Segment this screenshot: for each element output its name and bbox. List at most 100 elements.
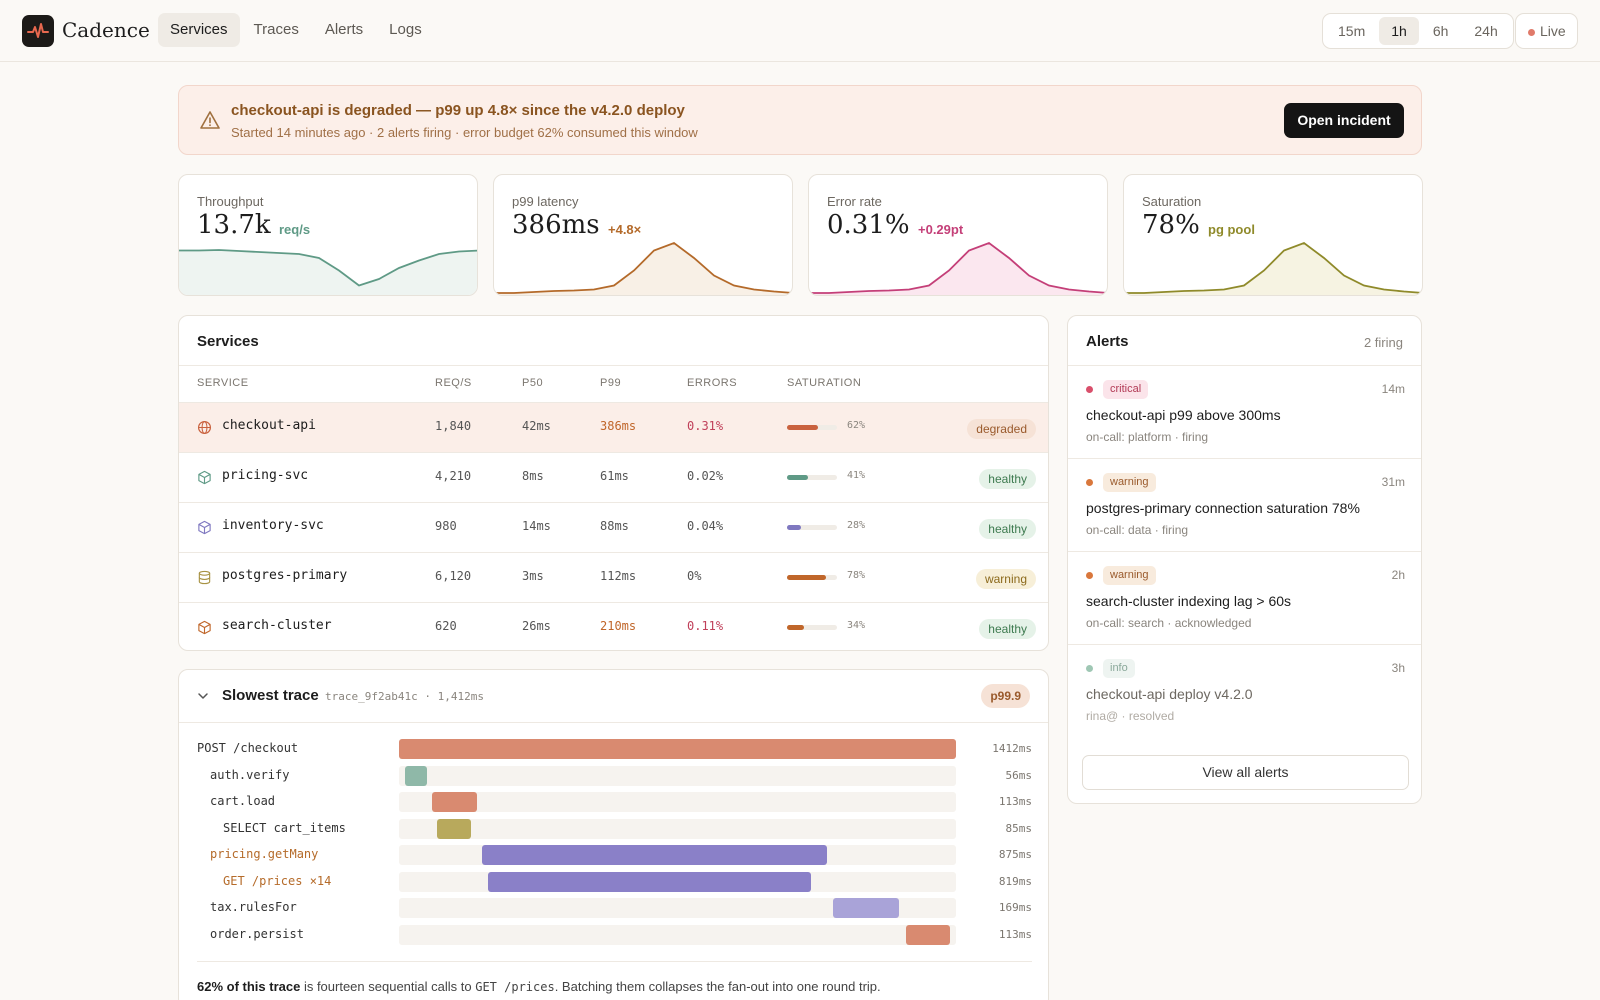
col-service[interactable]: SERVICE xyxy=(197,377,249,389)
saturation-fill xyxy=(787,525,801,530)
col-errors[interactable]: ERRORS xyxy=(687,377,738,389)
severity-badge: critical xyxy=(1103,380,1149,399)
footnote-code: GET /prices xyxy=(475,980,555,994)
slowest-trace-card: Slowest trace trace_9f2ab41c · 1,412ms p… xyxy=(178,669,1049,1000)
range-6h[interactable]: 6h xyxy=(1432,23,1449,39)
chevron-down-icon[interactable] xyxy=(197,690,209,702)
service-p50: 8ms xyxy=(522,469,544,483)
service-errors: 0.04% xyxy=(687,519,724,533)
trace-span[interactable]: cart.load 113ms xyxy=(179,789,1048,815)
percentile-badge: p99.9 xyxy=(981,684,1030,708)
metric-card-error-rate[interactable]: Error rate 0.31% +0.29pt xyxy=(808,174,1108,296)
alert-item[interactable]: info 3h checkout-api deploy v4.2.0 rina@ · … xyxy=(1068,644,1421,737)
metric-card-saturation[interactable]: Saturation 78% pg pool xyxy=(1123,174,1423,296)
range-1h[interactable]: 1h xyxy=(1379,17,1419,45)
view-all-alerts-button[interactable]: View all alerts xyxy=(1082,755,1409,790)
alert-time: 3h xyxy=(1391,661,1405,675)
alert-subtitle: on-call: search · acknowledged xyxy=(1086,616,1252,630)
span-bar xyxy=(399,739,956,759)
tab-alerts[interactable]: Alerts xyxy=(324,21,364,38)
span-name: POST /checkout xyxy=(197,741,299,755)
span-duration: 1412ms xyxy=(992,742,1032,755)
tab-services[interactable]: Services xyxy=(158,13,240,47)
metric-card-p99-latency[interactable]: p99 latency 386ms +4.8× xyxy=(493,174,793,296)
trace-span[interactable]: tax.rulesFor 169ms xyxy=(179,895,1048,921)
table-row[interactable]: inventory-svc 980 14ms 88ms 0.04% 28% healthy xyxy=(179,502,1048,552)
span-bar xyxy=(432,792,477,812)
metric-card-throughput[interactable]: Throughput 13.7k req/s xyxy=(178,174,478,296)
trace-span[interactable]: pricing.getMany 875ms xyxy=(179,842,1048,868)
trace-title: Slowest trace xyxy=(222,687,319,704)
saturation-value: 28% xyxy=(847,520,866,531)
metric-value: 386ms xyxy=(512,210,600,240)
trace-span[interactable]: GET /prices ×14 819ms xyxy=(179,869,1048,895)
range-15m[interactable]: 15m xyxy=(1338,23,1366,39)
alert-title: search-cluster indexing lag > 60s xyxy=(1086,593,1292,609)
saturation-value: 78% xyxy=(847,570,866,581)
trace-span[interactable]: POST /checkout 1412ms xyxy=(179,736,1048,762)
tab-logs[interactable]: Logs xyxy=(389,21,422,38)
col-p50[interactable]: P50 xyxy=(522,377,544,389)
saturation-bar xyxy=(787,475,837,480)
metric-delta: +0.29pt xyxy=(918,222,964,237)
alert-item[interactable]: warning 31m postgres-primary connection sa… xyxy=(1068,458,1421,551)
col-saturation[interactable]: SATURATION xyxy=(787,377,862,389)
alert-item[interactable]: warning 2h search-cluster indexing lag > 6… xyxy=(1068,551,1421,644)
range-24h[interactable]: 24h xyxy=(1474,23,1498,39)
alert-item[interactable]: critical 14m checkout-api p99 above 300ms o… xyxy=(1068,365,1421,458)
saturation-bar xyxy=(787,575,837,580)
service-req: 4,210 xyxy=(435,469,472,483)
severity-badge: warning xyxy=(1103,473,1156,492)
service-errors: 0% xyxy=(687,569,702,583)
services-title: Services xyxy=(197,333,259,350)
table-row[interactable]: search-cluster 620 26ms 210ms 0.11% 34% health… xyxy=(179,602,1048,650)
table-row[interactable]: pricing-svc 4,210 8ms 61ms 0.02% 41% healthy xyxy=(179,452,1048,502)
col-req[interactable]: REQ/S xyxy=(435,377,472,389)
cube-icon xyxy=(198,470,211,485)
saturation-value: 62% xyxy=(847,420,866,431)
cube-icon xyxy=(198,520,211,535)
trace-span[interactable]: auth.verify 56ms xyxy=(179,763,1048,789)
open-incident-button[interactable]: Open incident xyxy=(1284,103,1404,138)
status-badge: healthy xyxy=(979,619,1036,639)
alert-time: 14m xyxy=(1381,382,1405,396)
status-badge: degraded xyxy=(967,419,1036,439)
tab-traces[interactable]: Traces xyxy=(253,21,299,38)
trace-span[interactable]: SELECT cart_items 85ms xyxy=(179,816,1048,842)
sparkline xyxy=(494,241,792,295)
service-name: search-cluster xyxy=(222,618,332,633)
span-duration: 113ms xyxy=(998,795,1032,808)
table-row[interactable]: checkout-api 1,840 42ms 386ms 0.31% 62% degrad… xyxy=(179,402,1048,452)
status-badge: warning xyxy=(975,569,1036,589)
service-req: 980 xyxy=(435,519,457,533)
sparkline-line xyxy=(494,241,792,294)
app-name: Cadence xyxy=(62,18,150,42)
span-track xyxy=(399,818,956,839)
sparkline-line xyxy=(1124,241,1422,294)
service-p50: 42ms xyxy=(522,419,551,433)
sparkline-line xyxy=(179,249,477,287)
span-duration: 56ms xyxy=(1005,768,1033,782)
service-p99: 61ms xyxy=(600,469,629,483)
table-row[interactable]: postgres-primary 6,120 3ms 112ms 0% 78% warnin… xyxy=(179,552,1048,602)
alert-time: 2h xyxy=(1391,568,1405,582)
saturation-value: 34% xyxy=(847,620,866,631)
status-badge: healthy xyxy=(979,519,1036,539)
saturation-bar xyxy=(787,625,837,630)
time-range-selector: 15m 1h 6h 24h xyxy=(1322,13,1514,49)
cube-icon xyxy=(198,620,211,635)
logo[interactable] xyxy=(22,15,54,47)
trace-span[interactable]: order.persist 113ms xyxy=(179,922,1048,948)
saturation-value: 41% xyxy=(847,470,866,481)
sparkline-area xyxy=(809,243,1107,295)
sparkline-area xyxy=(1124,243,1422,295)
service-p50: 14ms xyxy=(522,519,551,533)
span-bar xyxy=(905,924,951,945)
banner-subtitle: Started 14 minutes ago · 2 alerts firing… xyxy=(231,125,698,140)
sparkline xyxy=(179,249,477,295)
service-p50: 26ms xyxy=(522,619,551,633)
live-label: Live xyxy=(1540,23,1566,39)
col-p99[interactable]: P99 xyxy=(600,377,622,389)
saturation-bar xyxy=(787,425,837,430)
live-toggle[interactable]: Live xyxy=(1515,13,1578,49)
